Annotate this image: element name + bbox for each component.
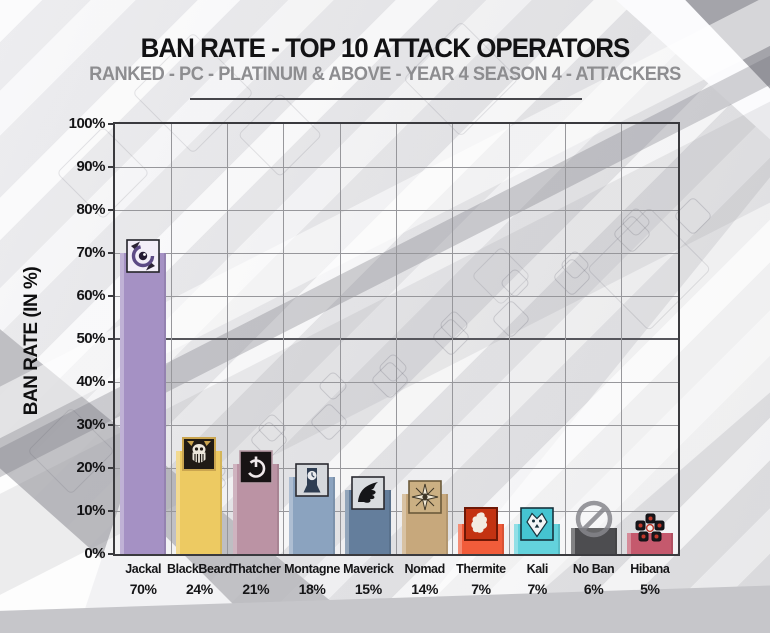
gridline-v-3 xyxy=(283,124,285,554)
gridline-v-4 xyxy=(339,124,341,554)
y-tickmark-20 xyxy=(108,467,114,469)
y-tickmark-10 xyxy=(108,510,114,512)
x-label-hibana: Hibana xyxy=(630,562,670,576)
gridline-v-1 xyxy=(170,124,172,554)
y-tick-label-0: 0% xyxy=(84,545,105,562)
x-label-maverick: Maverick xyxy=(343,562,394,576)
x-value-no-ban: 6% xyxy=(583,581,604,597)
kali-icon xyxy=(520,507,555,541)
y-tick-label-10: 10% xyxy=(76,502,105,519)
x-label-kali: Kali xyxy=(526,562,549,576)
y-tick-label-30: 30% xyxy=(76,416,105,433)
y-tickmark-40 xyxy=(108,381,114,383)
thatcher-icon xyxy=(238,449,273,484)
no-ban-icon xyxy=(571,496,617,542)
y-tick-label-20: 20% xyxy=(76,459,105,476)
maverick-icon xyxy=(351,475,386,510)
x-value-hibana: 5% xyxy=(640,581,660,597)
x-value-nomad: 14% xyxy=(411,581,439,597)
x-label-thatcher: Thatcher xyxy=(230,562,281,576)
plot-area-border xyxy=(113,122,680,556)
jackal-icon xyxy=(126,239,160,273)
y-tick-label-40: 40% xyxy=(76,373,105,390)
page-subtitle: RANKED - PC - PLATINUM & ABOVE - YEAR 4 … xyxy=(89,64,681,85)
y-tickmark-100 xyxy=(108,123,114,125)
montagne-icon xyxy=(295,462,329,497)
x-label-no-ban: No Ban xyxy=(572,562,615,576)
thermite-icon xyxy=(463,506,498,541)
y-tickmark-80 xyxy=(108,209,114,211)
y-tick-label-50: 50% xyxy=(76,330,105,347)
gridline-v-6 xyxy=(452,124,454,554)
bar-jackal xyxy=(120,253,167,554)
blackbeard-icon xyxy=(182,436,217,471)
nomad-icon xyxy=(407,479,442,514)
gridline-v-2 xyxy=(227,124,229,554)
y-tick-label-100: 100% xyxy=(68,115,106,132)
x-value-montagne: 18% xyxy=(298,581,326,597)
y-tickmark-70 xyxy=(108,252,114,254)
x-label-blackbeard: BlackBeard xyxy=(167,562,232,576)
x-value-maverick: 15% xyxy=(354,581,382,597)
y-tickmark-90 xyxy=(108,166,114,168)
subtitle-underline xyxy=(190,98,582,100)
x-value-thatcher: 21% xyxy=(242,581,270,597)
x-value-jackal: 70% xyxy=(129,581,157,597)
y-tickmark-30 xyxy=(108,424,114,426)
y-tick-label-80: 80% xyxy=(76,201,105,218)
x-value-thermite: 7% xyxy=(471,581,491,597)
y-tickmark-60 xyxy=(108,295,114,297)
x-label-jackal: Jackal xyxy=(125,562,162,576)
x-label-nomad: Nomad xyxy=(404,562,445,576)
gridline-v-5 xyxy=(396,124,397,554)
y-tick-label-90: 90% xyxy=(76,158,105,175)
x-label-thermite: Thermite xyxy=(456,562,506,576)
x-value-blackbeard: 24% xyxy=(186,581,213,597)
gridline-v-9 xyxy=(621,124,623,554)
gridline-v-7 xyxy=(508,124,510,554)
y-tickmark-0 xyxy=(108,553,114,555)
y-tick-label-70: 70% xyxy=(76,244,105,261)
y-tick-label-60: 60% xyxy=(76,287,105,304)
x-label-montagne: Montagne xyxy=(284,562,340,576)
x-value-kali: 7% xyxy=(527,581,548,597)
hibana-icon xyxy=(633,511,667,545)
gridline-v-8 xyxy=(564,124,566,554)
y-axis-title: BAN RATE (IN %) xyxy=(21,266,42,416)
page-title: BAN RATE - TOP 10 ATTACK OPERATORS xyxy=(140,33,631,63)
y-tickmark-50 xyxy=(108,338,114,340)
